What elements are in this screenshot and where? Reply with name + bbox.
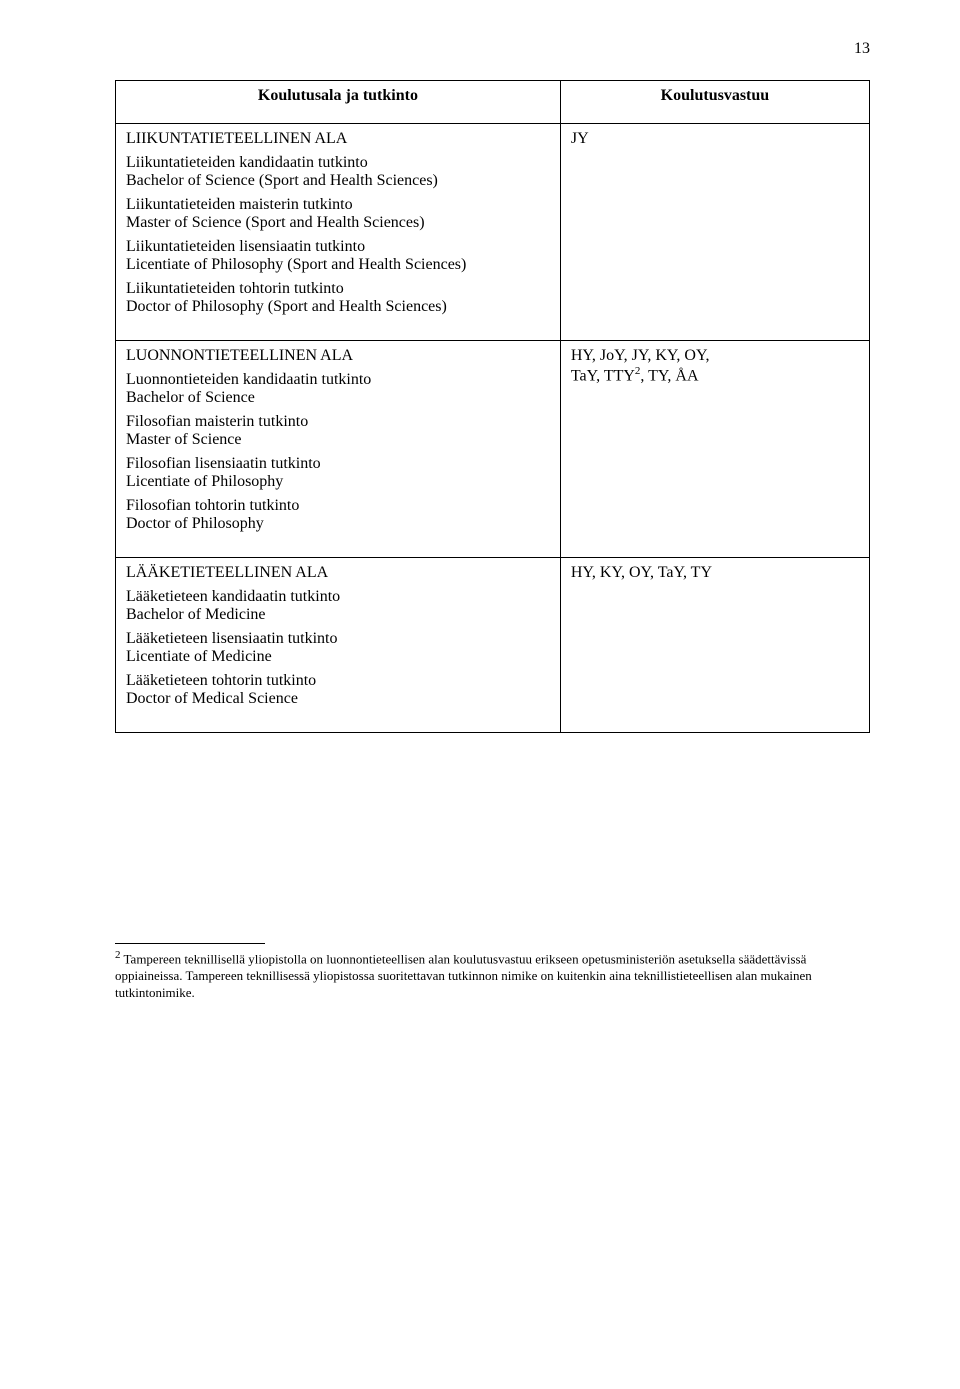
left-cell-luonnon: LUONNONTIETEELLINEN ALA Luonnontieteiden… (116, 341, 561, 558)
right-cell-laake: HY, KY, OY, TaY, TY (560, 558, 869, 733)
degree-block: Liikuntatieteiden lisensiaatin tutkinto … (126, 238, 550, 274)
degree-block: Filosofian tohtorin tutkinto Doctor of P… (126, 497, 550, 533)
degree-en: Bachelor of Science (126, 389, 550, 407)
degree-en: Doctor of Philosophy (126, 515, 550, 533)
line2-prefix: TaY, TTY (571, 367, 635, 384)
page-number: 13 (854, 40, 870, 58)
header-right: Koulutusvastuu (560, 81, 869, 124)
footnote-rule (115, 943, 265, 944)
header-left: Koulutusala ja tutkinto (116, 81, 561, 124)
table-header-row: Koulutusala ja tutkinto Koulutusvastuu (116, 81, 870, 124)
right-cell-liikunta: JY (560, 124, 869, 341)
degree-fi: Filosofian tohtorin tutkinto (126, 497, 550, 515)
degree-en: Doctor of Medical Science (126, 690, 550, 708)
degree-fi: Lääketieteen tohtorin tutkinto (126, 672, 550, 690)
degree-en: Master of Science (126, 431, 550, 449)
field-heading: LIIKUNTATIETEELLINEN ALA (126, 130, 550, 148)
footnote-marker: 2 (115, 949, 121, 961)
degree-fi: Liikuntatieteiden kandidaatin tutkinto (126, 154, 550, 172)
degree-en: Licentiate of Philosophy (126, 473, 550, 491)
degrees-table: Koulutusala ja tutkinto Koulutusvastuu L… (115, 80, 870, 733)
degree-block: Lääketieteen kandidaatin tutkinto Bachel… (126, 588, 550, 624)
degree-en: Licentiate of Medicine (126, 648, 550, 666)
degree-block: Filosofian maisterin tutkinto Master of … (126, 413, 550, 449)
degree-fi: Liikuntatieteiden maisterin tutkinto (126, 196, 550, 214)
responsibility-text: JY (571, 130, 859, 148)
degree-fi: Liikuntatieteiden tohtorin tutkinto (126, 280, 550, 298)
responsibility-text: HY, KY, OY, TaY, TY (571, 564, 859, 582)
degree-block: Liikuntatieteiden kandidaatin tutkinto B… (126, 154, 550, 190)
degree-en: Doctor of Philosophy (Sport and Health S… (126, 298, 550, 316)
line2-suffix: , TY, ÅA (640, 367, 698, 384)
table-row: LUONNONTIETEELLINEN ALA Luonnontieteiden… (116, 341, 870, 558)
responsibility-text-line1: HY, JoY, JY, KY, OY, (571, 347, 859, 365)
degree-en: Licentiate of Philosophy (Sport and Heal… (126, 256, 550, 274)
degree-block: Lääketieteen tohtorin tutkinto Doctor of… (126, 672, 550, 708)
footnote-text: Tampereen teknillisellä yliopistolla on … (115, 951, 812, 1000)
table-row: LÄÄKETIETEELLINEN ALA Lääketieteen kandi… (116, 558, 870, 733)
degree-block: Lääketieteen lisensiaatin tutkinto Licen… (126, 630, 550, 666)
footnote: 2 Tampereen teknillisellä yliopistolla o… (115, 943, 870, 1002)
degree-fi: Liikuntatieteiden lisensiaatin tutkinto (126, 238, 550, 256)
field-heading: LUONNONTIETEELLINEN ALA (126, 347, 550, 365)
field-heading: LÄÄKETIETEELLINEN ALA (126, 564, 550, 582)
degree-fi: Lääketieteen lisensiaatin tutkinto (126, 630, 550, 648)
left-cell-laake: LÄÄKETIETEELLINEN ALA Lääketieteen kandi… (116, 558, 561, 733)
left-cell-liikunta: LIIKUNTATIETEELLINEN ALA Liikuntatieteid… (116, 124, 561, 341)
degree-fi: Lääketieteen kandidaatin tutkinto (126, 588, 550, 606)
degree-en: Bachelor of Science (Sport and Health Sc… (126, 172, 550, 190)
degree-en: Master of Science (Sport and Health Scie… (126, 214, 550, 232)
degree-en: Bachelor of Medicine (126, 606, 550, 624)
degree-block: Liikuntatieteiden maisterin tutkinto Mas… (126, 196, 550, 232)
degree-fi: Filosofian lisensiaatin tutkinto (126, 455, 550, 473)
table-row: LIIKUNTATIETEELLINEN ALA Liikuntatieteid… (116, 124, 870, 341)
degree-block: Luonnontieteiden kandidaatin tutkinto Ba… (126, 371, 550, 407)
degree-block: Filosofian lisensiaatin tutkinto Licenti… (126, 455, 550, 491)
right-cell-luonnon: HY, JoY, JY, KY, OY, TaY, TTY2, TY, ÅA (560, 341, 869, 558)
responsibility-text-line2: TaY, TTY2, TY, ÅA (571, 365, 859, 385)
degree-fi: Luonnontieteiden kandidaatin tutkinto (126, 371, 550, 389)
degree-fi: Filosofian maisterin tutkinto (126, 413, 550, 431)
degree-block: Liikuntatieteiden tohtorin tutkinto Doct… (126, 280, 550, 316)
